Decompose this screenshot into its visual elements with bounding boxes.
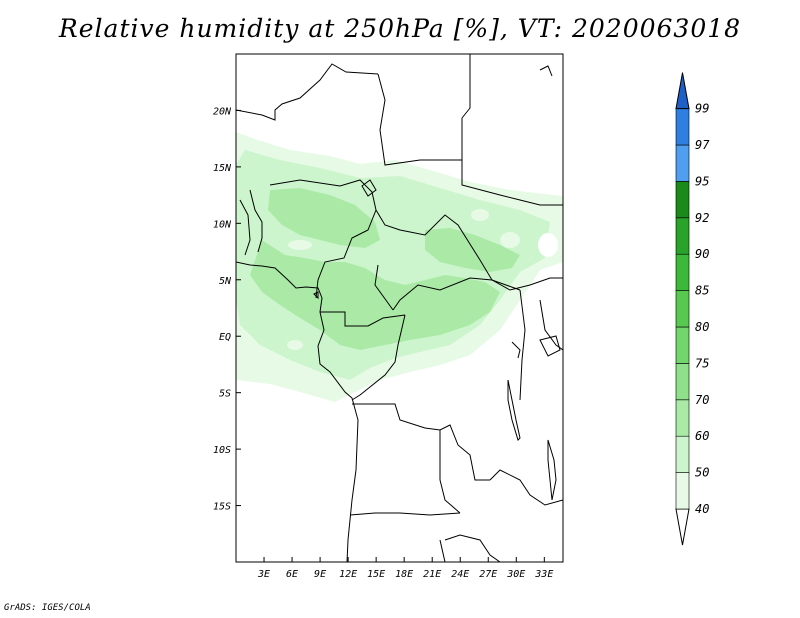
colorbar-segment — [675, 435, 690, 473]
latitude-axis: 20N 15N 10N 5N EQ 5S 10S 15S — [213, 106, 241, 513]
colorbar-segment — [675, 108, 690, 146]
lat-tick-label: 20N — [213, 106, 232, 117]
border-south-2 — [439, 539, 446, 562]
colorbar-level-label: 85 — [695, 284, 709, 298]
colorbar-segment — [675, 217, 690, 255]
lake-victoria — [539, 335, 561, 357]
lat-tick-label: 10N — [213, 219, 232, 230]
lon-tick-label: 6E — [286, 569, 298, 580]
lake-nasser — [539, 65, 553, 77]
colorbar-level-label: 40 — [695, 502, 709, 516]
border-mali-niger — [236, 63, 379, 121]
coastline-west-africa — [236, 261, 359, 562]
lon-tick-label: 12E — [339, 569, 357, 580]
border-south-sudan — [491, 277, 563, 291]
lon-tick-label: 18E — [395, 569, 413, 580]
border-botswana — [444, 534, 501, 562]
colorbar: 40 50 60 70 75 80 85 90 92 95 97 99 — [675, 72, 710, 546]
lat-tick-label: 15S — [213, 502, 231, 513]
humidity-gap — [402, 245, 418, 255]
lon-tick-label: 27E — [479, 569, 497, 580]
lake-tanganyika — [507, 379, 521, 441]
colorbar-level-label: 50 — [695, 466, 709, 480]
border-east-2 — [539, 299, 563, 351]
lon-tick-label: 24E — [451, 569, 469, 580]
lon-tick-label: 33E — [534, 569, 553, 580]
colorbar-segment — [675, 144, 690, 182]
border-zambia — [489, 469, 563, 506]
border-chad-car — [375, 209, 493, 281]
border-sudan — [461, 160, 563, 206]
colorbar-level-label: 80 — [695, 320, 709, 334]
border-angola-zambia — [439, 430, 461, 514]
border-cameroon-gabon — [320, 311, 406, 327]
colorbar-segment — [675, 326, 690, 364]
lon-tick-label: 15E — [367, 569, 385, 580]
lat-tick-label: EQ — [219, 332, 231, 343]
colorbar-level-label: 95 — [695, 174, 709, 188]
map-title: Relative humidity at 250hPa [%], VT: 202… — [58, 14, 742, 43]
humidity-region-core — [250, 240, 500, 350]
humidity-region-core-north — [268, 188, 380, 248]
lon-tick-label: 21E — [423, 569, 441, 580]
colorbar-level-label: 97 — [695, 138, 710, 152]
border-niger-nigeria — [269, 179, 377, 211]
colorbar-level-label: 92 — [695, 211, 709, 225]
lat-tick-label: 5S — [219, 389, 231, 400]
humidity-gap — [287, 340, 303, 350]
longitude-axis: 3E 6E 9E 12E 15E 18E 21E 24E 27E 30E 33E — [257, 557, 553, 580]
colorbar-level-label: 75 — [695, 356, 709, 370]
lon-tick-label: 3E — [257, 569, 270, 580]
humidity-field — [236, 132, 563, 402]
colorbar-segment — [675, 399, 690, 437]
colorbar-segment — [675, 290, 690, 328]
colorbar-level-label: 99 — [695, 102, 709, 116]
humidity-region-core-east — [425, 228, 520, 272]
colorbar-segment — [675, 181, 690, 219]
border-chad-libya — [377, 73, 463, 166]
border-chad-nigeria — [315, 209, 377, 299]
lat-tick-label: 5N — [219, 276, 232, 287]
islands-gulf — [313, 291, 319, 300]
grads-credit: GrADS: IGES/COLA — [4, 603, 91, 613]
border-libya-egypt — [461, 54, 471, 119]
border-angola-drc — [352, 403, 490, 481]
colorbar-over-triangle — [675, 72, 690, 110]
lake-albert — [511, 341, 521, 359]
border-car-cameroon — [374, 264, 394, 311]
humidity-gap — [538, 233, 558, 257]
country-boundaries — [236, 54, 563, 562]
lon-tick-label: 9E — [314, 569, 326, 580]
border-west-1 — [249, 189, 263, 253]
colorbar-segment — [675, 253, 690, 291]
border-angola-namibia — [349, 512, 461, 516]
colorbar-level-label: 70 — [695, 393, 709, 407]
lake-chad — [361, 179, 377, 197]
border-congo-drc — [351, 314, 406, 401]
lat-tick-label: 15N — [213, 163, 232, 174]
lat-tick-label: 10S — [213, 445, 231, 456]
lake-malawi — [547, 439, 557, 501]
humidity-gap — [471, 209, 489, 221]
humidity-gap — [288, 240, 312, 250]
border-east — [519, 289, 526, 401]
humidity-gap — [500, 232, 520, 248]
border-west-2 — [239, 199, 251, 256]
lon-tick-label: 30E — [506, 569, 525, 580]
colorbar-segment — [675, 363, 690, 401]
map-frame — [235, 53, 564, 563]
colorbar-level-label: 90 — [695, 247, 709, 261]
colorbar-under-triangle — [675, 508, 690, 546]
colorbar-segment — [675, 472, 690, 510]
colorbar-level-label: 60 — [695, 429, 709, 443]
